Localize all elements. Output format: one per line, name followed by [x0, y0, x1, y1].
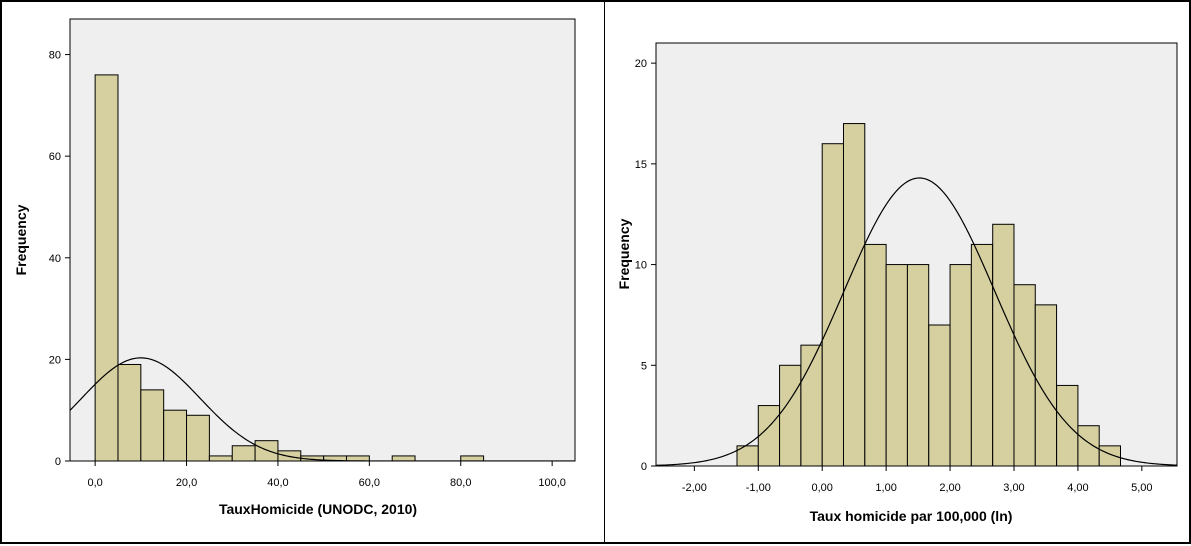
histogram-bar: [757, 405, 781, 467]
y-tick-label: 80: [49, 50, 61, 62]
y-tick-label: 15: [635, 159, 647, 171]
normal-curve: [656, 177, 1177, 466]
histogram-bar: [254, 440, 279, 462]
histogram-homicide-rate-log: 0 5 10 15 20 -2,00 -1,00 0,00 1,00 2,00 3,00 4,00 5,…: [616, 42, 1178, 524]
histogram-bar: [1034, 304, 1058, 467]
x-tick-label: 3,00: [1003, 482, 1024, 494]
bars: [736, 123, 1121, 467]
histogram-homicide-rate: 0 20 40 60 80 0,0 20,0 40,0 60,0 80,0 100,0 TauxHom…: [13, 18, 576, 517]
chart-panel-right: 0 5 10 15 20 -2,00 -1,00 0,00 1,00 2,00 3,00 4,00 5,…: [604, 0, 1191, 544]
x-tick-label: 40,0: [267, 477, 288, 489]
y-tick-label: 10: [635, 260, 647, 272]
y-axis: 0 5 10 15 20: [635, 58, 656, 473]
histogram-bar: [842, 123, 866, 467]
histogram-bar: [460, 455, 485, 462]
y-axis-title: Frequency: [616, 218, 632, 289]
x-tick-label: 2,00: [939, 482, 960, 494]
x-tick-label: 1,00: [875, 482, 896, 494]
normal-curve: [70, 357, 575, 461]
histogram-bar: [821, 143, 844, 467]
x-axis-title: Taux homicide par 100,000 (ln): [810, 508, 1013, 524]
plot-area: [69, 18, 576, 462]
histogram-bar: [928, 324, 951, 467]
x-axis-title: TauxHomicide (UNODC, 2010): [219, 501, 417, 517]
histogram-bar: [140, 389, 165, 462]
histogram-bar: [231, 445, 256, 462]
histogram-bar: [163, 409, 188, 462]
histogram-bar: [208, 455, 233, 462]
histogram-bar: [885, 264, 908, 467]
x-tick-label: 0,0: [87, 477, 102, 489]
histogram-bar: [1077, 425, 1100, 467]
x-tick-label: 20,0: [176, 477, 197, 489]
x-tick-label: 80,0: [450, 477, 471, 489]
histogram-bar: [1098, 445, 1121, 467]
x-tick-label: 5,00: [1131, 482, 1152, 494]
histogram-bar: [992, 223, 1015, 467]
x-axis: -2,00 -1,00 0,00 1,00 2,00 3,00 4,00 5,00: [682, 466, 1153, 494]
y-tick-label: 20: [49, 354, 61, 366]
x-axis: 0,0 20,0 40,0 60,0 80,0 100,0: [87, 461, 566, 489]
histogram-bar: [779, 364, 802, 467]
histogram-bar: [1013, 284, 1036, 467]
y-tick-label: 5: [641, 360, 647, 372]
y-axis: 0 20 40 60 80: [49, 50, 70, 468]
x-tick-label: 60,0: [359, 477, 380, 489]
histogram-bar: [1056, 384, 1079, 467]
y-tick-label: 60: [49, 151, 61, 163]
histogram-bar: [117, 363, 142, 462]
histogram-bar: [864, 243, 887, 467]
histogram-bar: [949, 264, 972, 467]
x-tick-label: 0,00: [811, 482, 832, 494]
y-tick-label: 20: [635, 58, 647, 70]
y-tick-label: 40: [49, 253, 61, 265]
bars: [94, 74, 485, 462]
x-tick-label: -2,00: [682, 482, 707, 494]
histogram-bar: [186, 414, 210, 462]
histogram-bar: [391, 455, 416, 462]
chart-panel-left: 0 20 40 60 80 0,0 20,0 40,0 60,0 80,0 100,0 TauxHom…: [0, 0, 606, 544]
y-tick-label: 0: [641, 461, 647, 473]
x-tick-label: -1,00: [746, 482, 771, 494]
y-axis-title: Frequency: [13, 204, 29, 275]
x-tick-label: 4,00: [1067, 482, 1088, 494]
histogram-bar: [906, 264, 930, 467]
y-tick-label: 0: [55, 456, 61, 468]
histogram-bar: [94, 74, 119, 462]
x-tick-label: 100,0: [538, 477, 566, 489]
